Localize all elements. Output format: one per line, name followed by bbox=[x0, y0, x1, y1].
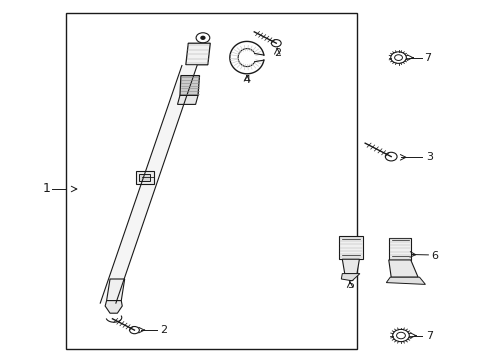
Polygon shape bbox=[338, 236, 362, 259]
Polygon shape bbox=[177, 95, 198, 104]
Text: 7: 7 bbox=[425, 330, 432, 341]
Polygon shape bbox=[100, 66, 197, 303]
Text: 6: 6 bbox=[431, 251, 438, 261]
Polygon shape bbox=[386, 277, 425, 284]
Polygon shape bbox=[180, 76, 199, 95]
Polygon shape bbox=[388, 238, 410, 260]
Text: 3: 3 bbox=[425, 152, 432, 162]
Polygon shape bbox=[105, 301, 122, 313]
Polygon shape bbox=[342, 259, 359, 274]
Polygon shape bbox=[341, 274, 359, 281]
Text: 2: 2 bbox=[160, 325, 167, 335]
Bar bbox=[66, 13, 356, 349]
Polygon shape bbox=[185, 43, 210, 65]
Polygon shape bbox=[136, 171, 154, 184]
Polygon shape bbox=[139, 174, 150, 181]
Circle shape bbox=[201, 36, 204, 39]
Text: 5: 5 bbox=[347, 280, 354, 290]
Polygon shape bbox=[388, 260, 417, 277]
Text: 2: 2 bbox=[274, 48, 281, 58]
Text: 7: 7 bbox=[424, 53, 430, 63]
Text: 4: 4 bbox=[243, 75, 250, 85]
Text: 1: 1 bbox=[42, 183, 50, 195]
Polygon shape bbox=[106, 279, 124, 301]
